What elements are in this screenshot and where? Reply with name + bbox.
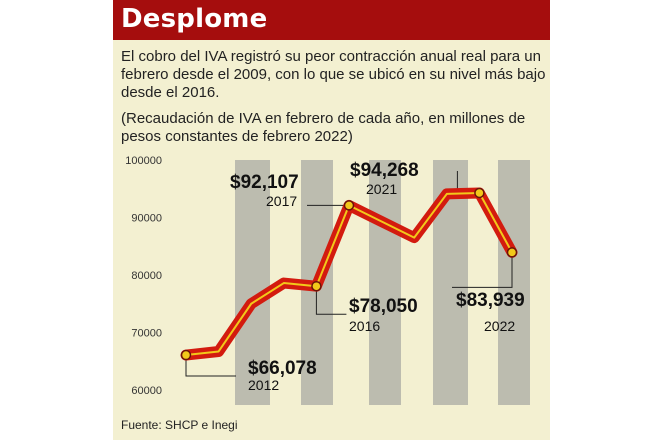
chart-note: (Recaudación de IVA en febrero de cada a… — [121, 110, 526, 145]
data-label-year: 2017 — [266, 193, 297, 209]
background-band — [498, 160, 530, 405]
data-label-value: $92,107 — [230, 172, 299, 193]
chart-title: Desplome — [121, 4, 268, 34]
y-tick-label: 60000 — [131, 385, 162, 397]
data-point-marker — [506, 247, 518, 258]
callout-leader-line — [185, 355, 236, 377]
chart-source: Fuente: SHCP e Inegi — [121, 418, 238, 432]
y-tick-label: 70000 — [131, 328, 162, 340]
callout-leader-line — [315, 286, 347, 315]
data-point-marker — [474, 187, 485, 199]
background-band — [369, 160, 401, 405]
data-point-marker — [311, 280, 322, 292]
chart-subtitle: El cobro del IVA registró su peor contra… — [121, 48, 546, 101]
y-tick-label: 100000 — [125, 155, 162, 167]
data-label-value: $78,050 — [349, 296, 418, 317]
y-tick-label: 90000 — [131, 213, 162, 225]
background-band — [235, 160, 270, 405]
data-point-marker — [180, 349, 192, 361]
data-label-value: $94,268 — [350, 160, 419, 181]
data-label-value: $83,939 — [456, 290, 525, 311]
data-point-marker — [343, 200, 355, 211]
callout-leader-line — [452, 252, 513, 288]
data-label-year: 2022 — [484, 318, 515, 334]
data-label-value: $66,078 — [248, 358, 317, 379]
data-label-year: 2021 — [366, 181, 397, 197]
y-tick-label: 80000 — [131, 270, 162, 282]
data-label-year: 2012 — [248, 377, 279, 393]
data-label-year: 2016 — [349, 318, 380, 334]
title-bar: Desplome — [113, 0, 550, 40]
infographic-card: Desplome El cobro del IVA registró su pe… — [113, 0, 550, 440]
